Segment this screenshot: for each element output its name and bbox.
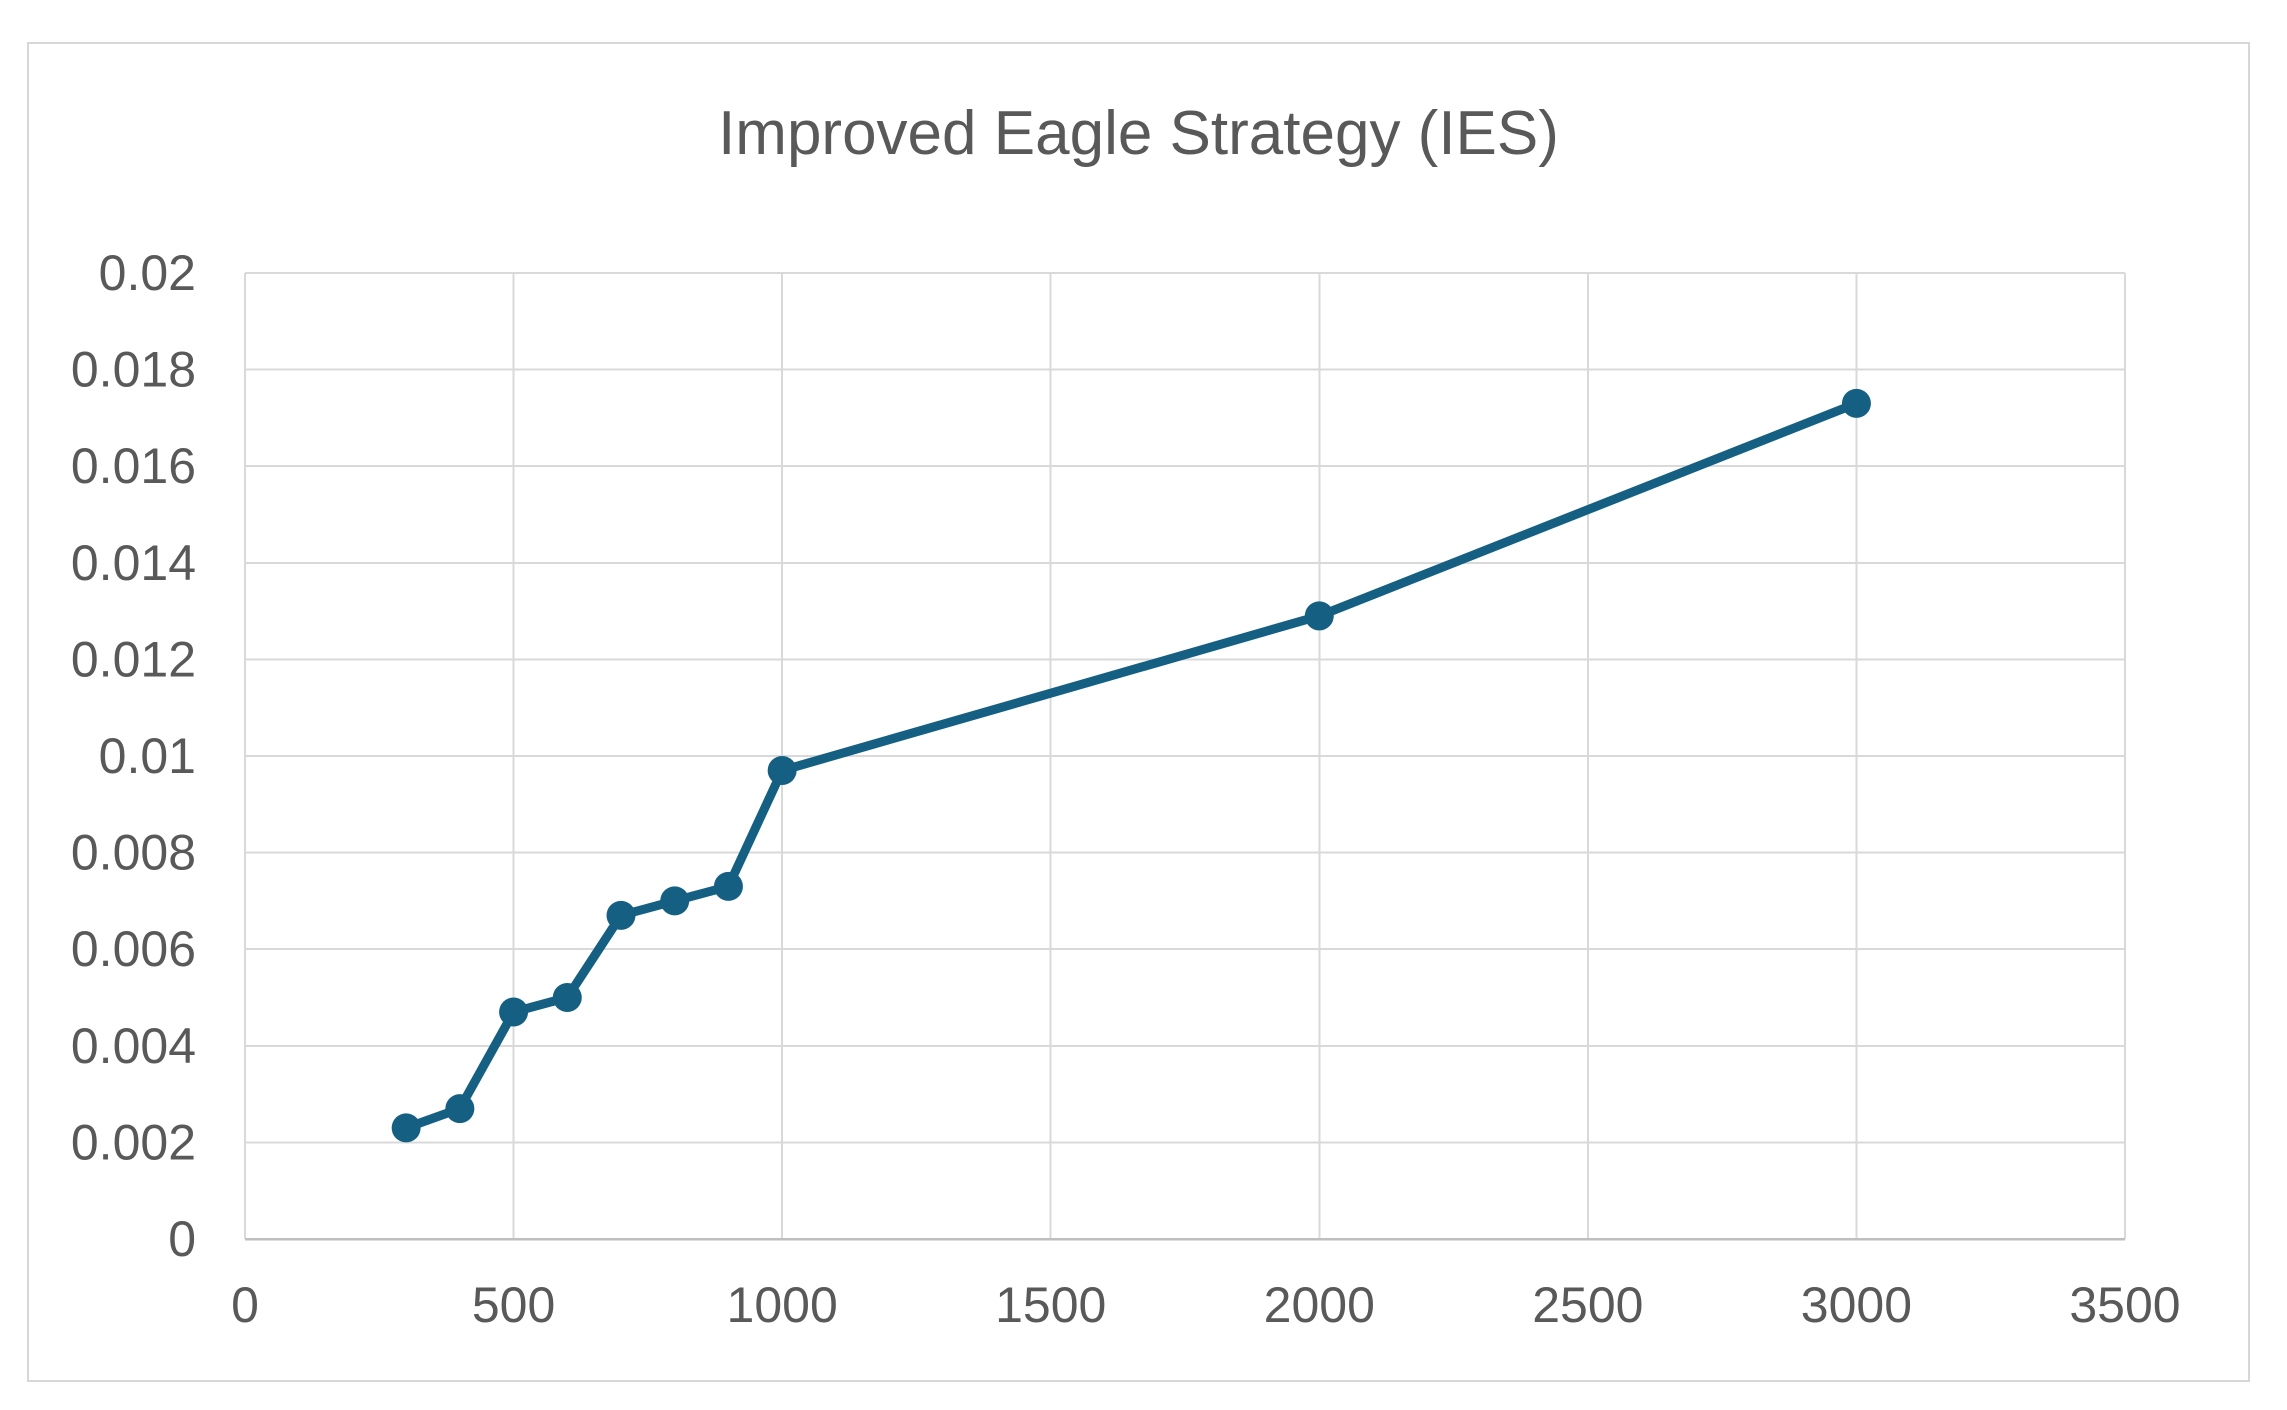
y-tick-label: 0.018 — [71, 342, 196, 398]
y-tick-label: 0.012 — [71, 631, 196, 687]
data-point-marker — [606, 900, 636, 930]
data-point-marker — [660, 886, 690, 916]
data-point-marker — [445, 1094, 475, 1124]
y-tick-label: 0.002 — [71, 1114, 196, 1170]
y-tick-label: 0.008 — [71, 825, 196, 881]
x-tick-label: 0 — [231, 1277, 259, 1333]
data-point-marker — [499, 997, 529, 1027]
chart-title: Improved Eagle Strategy (IES) — [718, 99, 1559, 168]
series-line — [401, 398, 1861, 1133]
x-tick-label: 3000 — [1801, 1277, 1912, 1333]
y-tick-label: 0.014 — [71, 535, 196, 591]
x-tick-label: 2500 — [1532, 1277, 1643, 1333]
y-tick-label: 0 — [168, 1211, 196, 1267]
data-point-marker — [1841, 388, 1871, 418]
x-tick-label: 500 — [472, 1277, 555, 1333]
data-point-marker — [1304, 601, 1334, 631]
y-tick-label: 0.02 — [99, 245, 196, 301]
y-tick-label: 0.006 — [71, 921, 196, 977]
data-point-marker — [391, 1113, 421, 1143]
y-tick-label: 0.004 — [71, 1018, 196, 1074]
data-point-marker — [713, 871, 743, 901]
x-tick-label: 2000 — [1264, 1277, 1375, 1333]
x-tick-label: 1000 — [727, 1277, 838, 1333]
y-tick-label: 0.016 — [71, 438, 196, 494]
chart-canvas-frame — [27, 42, 2250, 1382]
data-point-marker — [552, 983, 582, 1012]
y-tick-label: 0.01 — [99, 728, 196, 784]
x-tick-label: 3500 — [2069, 1277, 2180, 1333]
data-point-marker — [767, 755, 797, 785]
x-tick-label: 1500 — [995, 1277, 1106, 1333]
